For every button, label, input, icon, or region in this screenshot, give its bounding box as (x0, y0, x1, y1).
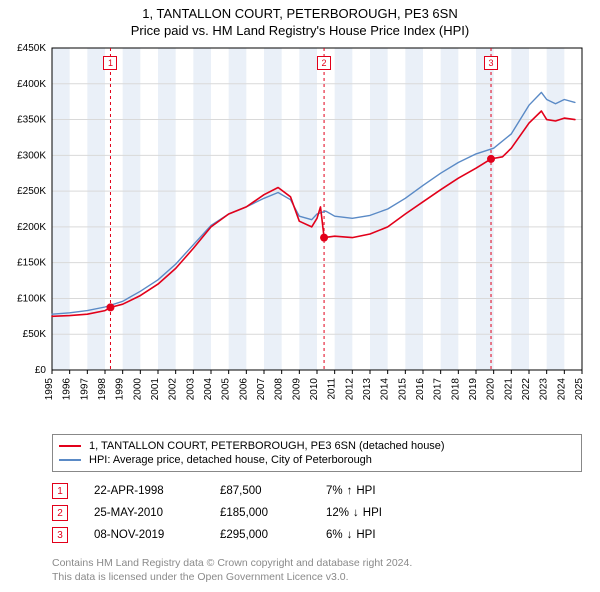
event-marker-badge: 3 (484, 56, 498, 70)
arrow-icon: ↓ (347, 529, 353, 541)
svg-text:1998: 1998 (97, 378, 108, 401)
legend-swatch (59, 445, 81, 447)
chart-container: 1, TANTALLON COURT, PETERBOROUGH, PE3 6S… (0, 0, 600, 584)
event-date: 22-APR-1998 (94, 485, 194, 497)
event-hpi-label: HPI (363, 507, 382, 519)
chart-svg: £0 £50K £100K £150K £200K £250K £300K £350K £400… (0, 38, 600, 430)
title-line-2: Price paid vs. HM Land Registry's House … (0, 23, 600, 38)
svg-text:2004: 2004 (203, 378, 214, 401)
svg-text:2000: 2000 (132, 378, 143, 401)
svg-text:2021: 2021 (503, 378, 514, 401)
svg-text:2022: 2022 (521, 378, 532, 401)
event-row: 3 08-NOV-2019 £295,000 6% ↓HPI (52, 524, 582, 546)
svg-text:2007: 2007 (256, 378, 267, 401)
event-delta-pct: 12% (326, 507, 349, 519)
footer-line-2: This data is licensed under the Open Gov… (52, 570, 582, 584)
svg-text:1995: 1995 (44, 378, 55, 401)
event-marker-badge: 1 (103, 56, 117, 70)
event-badge: 1 (52, 483, 68, 499)
svg-text:£250K: £250K (17, 186, 46, 197)
svg-text:£200K: £200K (17, 222, 46, 233)
svg-text:1997: 1997 (79, 378, 90, 401)
event-badge: 2 (52, 505, 68, 521)
svg-text:2020: 2020 (486, 378, 497, 401)
events-table: 122-APR-1998£87,5007%↑HPI225-MAY-2010£18… (52, 480, 582, 546)
svg-text:£0: £0 (35, 365, 47, 376)
svg-text:2024: 2024 (556, 378, 567, 401)
svg-text:1999: 1999 (115, 378, 126, 401)
svg-text:£300K: £300K (17, 150, 46, 161)
svg-text:£450K: £450K (17, 43, 46, 54)
svg-text:2003: 2003 (185, 378, 196, 401)
event-date: 25-MAY-2010 (94, 507, 194, 519)
legend-label: HPI: Average price, detached house, City… (89, 454, 372, 466)
svg-text:2019: 2019 (468, 378, 479, 401)
chart: £0 £50K £100K £150K £200K £250K £300K £350K £400… (0, 38, 600, 430)
svg-text:2002: 2002 (168, 378, 179, 401)
svg-text:2015: 2015 (397, 378, 408, 401)
footer: Contains HM Land Registry data © Crown c… (52, 556, 582, 584)
svg-text:2025: 2025 (574, 378, 585, 401)
svg-text:£50K: £50K (23, 329, 47, 340)
svg-text:2013: 2013 (362, 378, 373, 401)
arrow-icon: ↑ (347, 485, 353, 497)
event-delta: 12% ↓ HPI (326, 507, 382, 519)
svg-text:£100K: £100K (17, 293, 46, 304)
event-delta: 6% ↓HPI (326, 529, 376, 541)
svg-text:2014: 2014 (380, 378, 391, 401)
event-date: 08-NOV-2019 (94, 529, 194, 541)
svg-text:£400K: £400K (17, 79, 46, 90)
titles: 1, TANTALLON COURT, PETERBOROUGH, PE3 6S… (0, 0, 600, 38)
svg-text:2011: 2011 (327, 378, 338, 400)
svg-text:2012: 2012 (344, 378, 355, 401)
event-price: £295,000 (220, 529, 300, 541)
footer-line-1: Contains HM Land Registry data © Crown c… (52, 556, 582, 570)
svg-text:2018: 2018 (450, 378, 461, 401)
svg-text:2010: 2010 (309, 378, 320, 401)
svg-text:2017: 2017 (433, 378, 444, 401)
svg-text:£150K: £150K (17, 258, 46, 269)
svg-text:2023: 2023 (539, 378, 550, 401)
event-price: £185,000 (220, 507, 300, 519)
event-hpi-label: HPI (356, 529, 375, 541)
legend-label: 1, TANTALLON COURT, PETERBOROUGH, PE3 6S… (89, 440, 445, 452)
svg-text:1996: 1996 (62, 378, 73, 401)
svg-text:2008: 2008 (274, 378, 285, 401)
event-delta-pct: 6% (326, 529, 343, 541)
event-marker-badge: 2 (317, 56, 331, 70)
event-row: 1 22-APR-1998 £87,500 7% ↑HPI (52, 480, 582, 502)
title-line-1: 1, TANTALLON COURT, PETERBOROUGH, PE3 6S… (0, 6, 600, 21)
legend-row: 1, TANTALLON COURT, PETERBOROUGH, PE3 6S… (59, 439, 575, 453)
legend: 1, TANTALLON COURT, PETERBOROUGH, PE3 6S… (52, 434, 582, 472)
svg-text:2016: 2016 (415, 378, 426, 401)
arrow-icon: ↓ (353, 507, 359, 519)
svg-text:2001: 2001 (150, 378, 161, 401)
legend-swatch (59, 459, 81, 461)
legend-row: HPI: Average price, detached house, City… (59, 453, 575, 467)
event-row: 2 25-MAY-2010 £185,000 12% ↓ HPI (52, 502, 582, 524)
event-price: £87,500 (220, 485, 300, 497)
event-delta-pct: 7% (326, 485, 343, 497)
svg-text:2006: 2006 (238, 378, 249, 401)
svg-text:2009: 2009 (291, 378, 302, 401)
svg-text:2005: 2005 (221, 378, 232, 401)
event-delta: 7% ↑HPI (326, 485, 376, 497)
event-hpi-label: HPI (356, 485, 375, 497)
event-badge: 3 (52, 527, 68, 543)
svg-text:£350K: £350K (17, 115, 46, 126)
